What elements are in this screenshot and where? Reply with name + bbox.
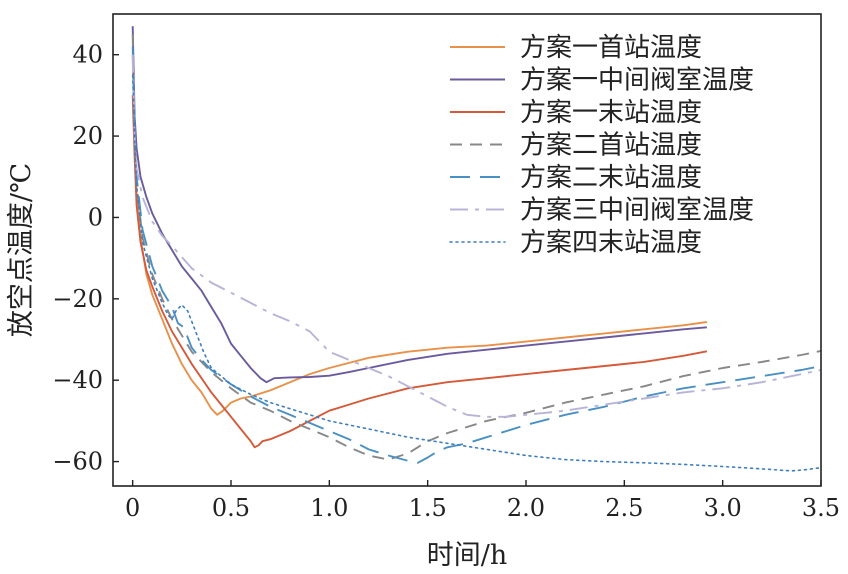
x-tick-label: 3.5 (802, 494, 840, 522)
x-tick-label: 2.0 (507, 494, 545, 522)
x-axis-label: 时间/h (427, 540, 508, 571)
x-tick-label: 0.5 (212, 494, 250, 522)
y-tick-label: 20 (72, 122, 103, 150)
legend: 方案一首站温度方案一中间阀室温度方案一末站温度方案二首站温度方案二末站温度方案三… (449, 33, 754, 258)
x-tick-label: 3.0 (704, 494, 742, 522)
plot-lines (131, 26, 822, 472)
y-tick-label: 40 (72, 41, 103, 69)
y-tick-label: −40 (52, 366, 103, 394)
legend-label: 方案一首站温度 (520, 33, 702, 63)
plot-frame (112, 13, 822, 487)
x-axis: 0 0.5 1.0 1.5 2.0 2.5 3.0 3.5 (125, 480, 840, 522)
legend-label: 方案二末站温度 (520, 163, 702, 193)
legend-label: 方案三中间阀室温度 (520, 196, 754, 226)
y-tick-label: −60 (52, 448, 103, 476)
series-line-4 (131, 34, 822, 461)
y-tick-label: 0 (88, 203, 103, 231)
x-tick-label: 1.5 (409, 494, 447, 522)
x-tick-label: 2.5 (605, 494, 643, 522)
x-tick-label: 0 (125, 494, 140, 522)
y-tick-label: −20 (52, 285, 103, 313)
series-line-3 (131, 95, 708, 449)
legend-label: 方案一末站温度 (520, 98, 702, 128)
series-line-7 (131, 74, 822, 472)
legend-label: 方案一中间阀室温度 (520, 66, 754, 96)
series-line-2 (131, 26, 707, 384)
legend-label: 方案四末站温度 (520, 228, 702, 258)
x-tick-label: 1.0 (310, 494, 348, 522)
y-axis-label: 放空点温度/℃ (6, 163, 37, 337)
series-line-6 (131, 54, 822, 418)
y-axis: −60 −40 −20 0 20 40 (52, 41, 119, 476)
series-line-5 (131, 46, 822, 464)
legend-label: 方案二首站温度 (520, 131, 702, 161)
series-line-1 (131, 54, 708, 416)
